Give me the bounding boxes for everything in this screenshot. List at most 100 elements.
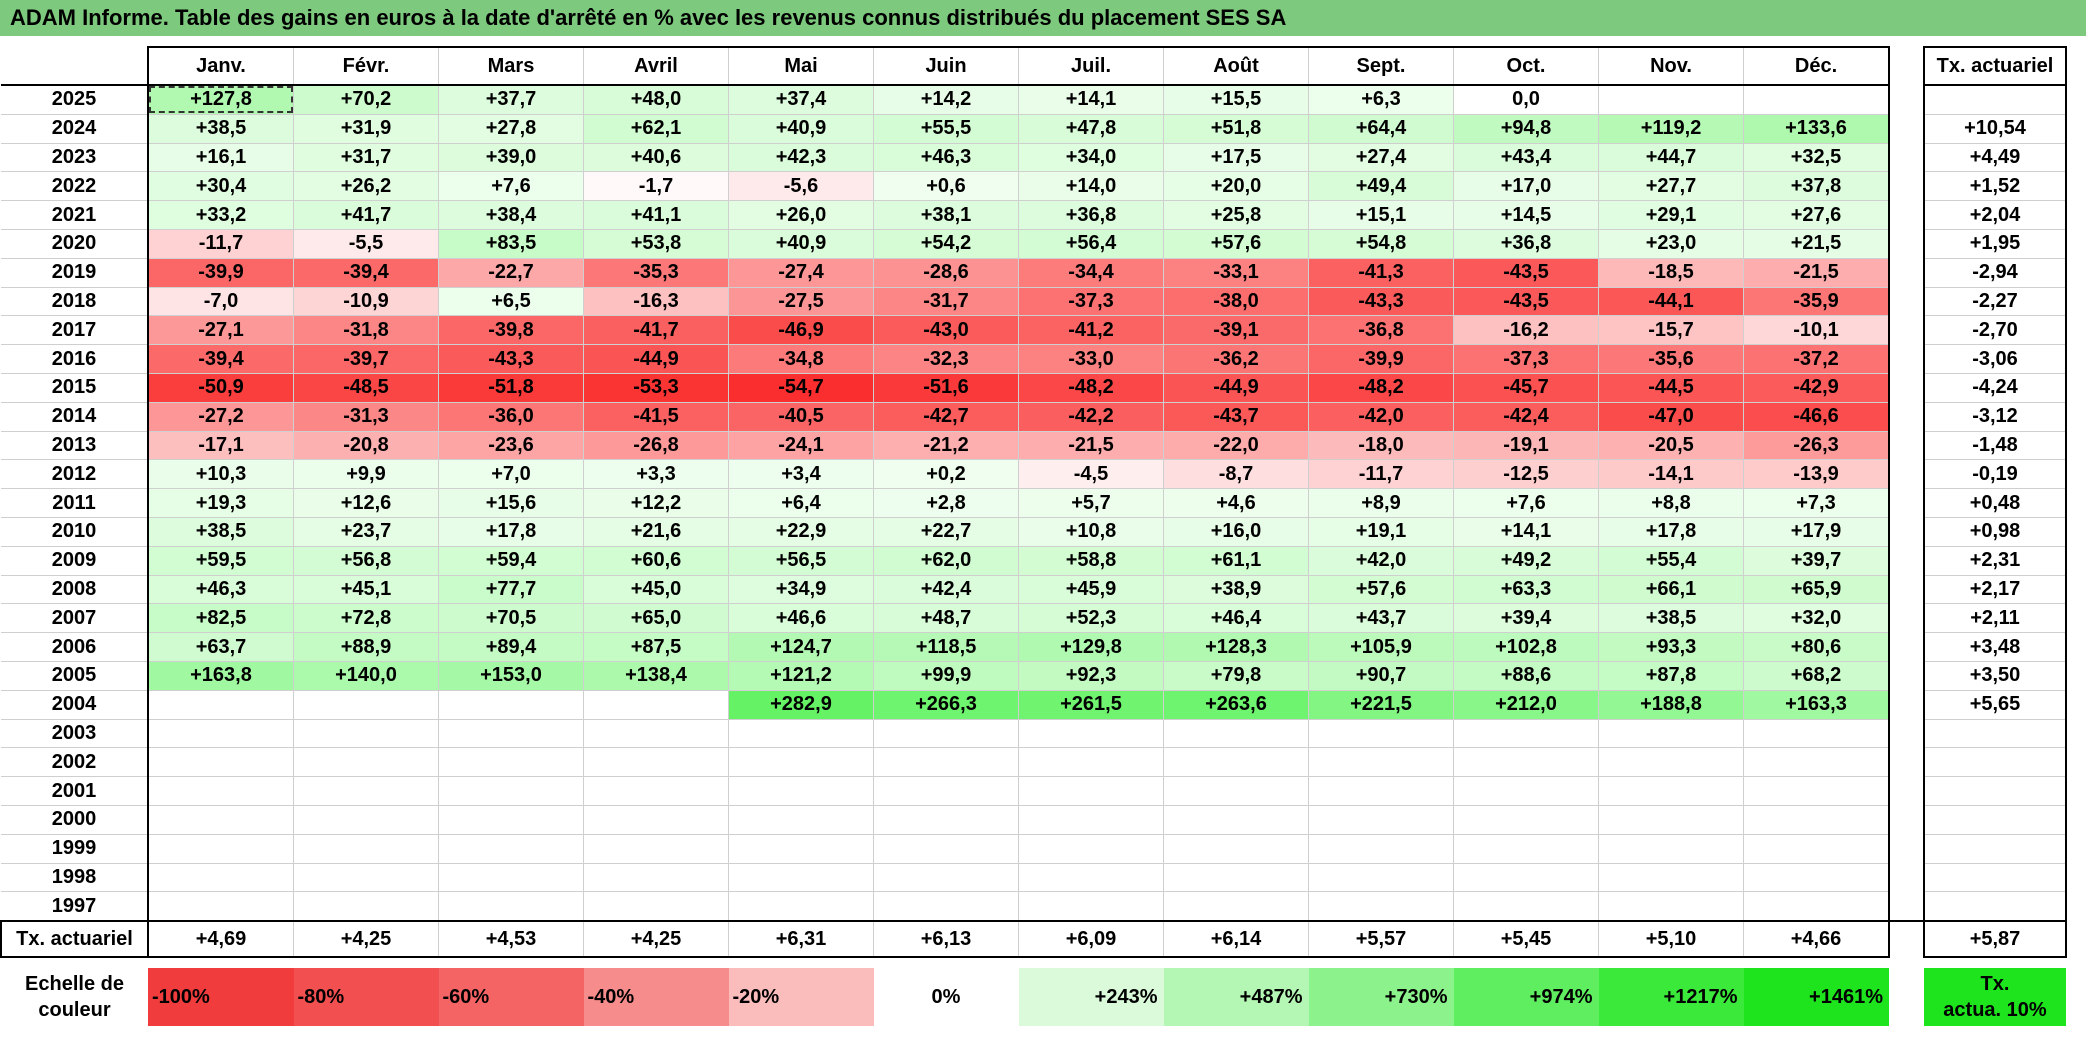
value-cell: -51,8 — [438, 373, 584, 403]
value-cell: +31,7 — [293, 143, 439, 173]
value-cell: +3,3 — [583, 459, 729, 490]
scale-label-line2: couleur — [38, 999, 111, 1022]
value-cell: +40,9 — [728, 114, 874, 144]
value-cell: +54,2 — [873, 229, 1019, 259]
value-cell: +6,3 — [1308, 85, 1454, 115]
tx-actuariel-cell: +10,54 — [1924, 114, 2067, 144]
value-cell — [873, 805, 1019, 835]
value-cell: +89,4 — [438, 632, 584, 662]
column-gap — [1889, 47, 1925, 85]
gains-table: Janv. Févr. Mars Avril Mai Juin Juil. Août Sept.… — [0, 46, 2067, 1027]
value-cell: -35,9 — [1743, 287, 1890, 317]
scale-tx-swatch: Tx. actua. 10% — [1924, 968, 2066, 1027]
color-scale-label: Echelle de couleur — [1, 968, 148, 1026]
value-cell — [728, 747, 874, 778]
value-cell: +38,4 — [438, 200, 584, 230]
value-cell: +45,9 — [1018, 575, 1164, 605]
value-cell — [1453, 776, 1599, 806]
value-cell: +26,2 — [293, 171, 439, 202]
value-cell: +36,8 — [1018, 200, 1164, 230]
tx-actuariel-cell: -1,48 — [1924, 431, 2067, 461]
month-header: Oct. — [1453, 46, 1599, 86]
value-cell — [1598, 747, 1744, 778]
value-cell: +15,6 — [438, 488, 584, 518]
column-gap — [1889, 344, 1925, 374]
value-cell: +36,8 — [1453, 229, 1599, 259]
footer-value: +5,45 — [1453, 921, 1599, 959]
value-cell: -39,1 — [1163, 315, 1309, 346]
value-cell — [1018, 834, 1164, 864]
year-label: 2006 — [1, 632, 149, 662]
value-cell: -39,8 — [438, 315, 584, 346]
year-label: 1998 — [1, 863, 149, 893]
scale-swatch: +487% — [1163, 968, 1309, 1027]
value-cell: -27,4 — [728, 258, 874, 288]
column-gap — [1889, 776, 1925, 806]
value-cell: -48,2 — [1018, 373, 1164, 403]
value-cell: -44,9 — [583, 344, 729, 374]
value-cell: +48,7 — [873, 603, 1019, 634]
value-cell: +38,9 — [1163, 575, 1309, 605]
value-cell: +54,8 — [1308, 229, 1454, 259]
value-cell: +12,6 — [293, 488, 439, 518]
value-cell — [293, 863, 439, 893]
value-cell: +56,8 — [293, 546, 439, 576]
tx-actuariel-cell: +1,95 — [1924, 229, 2067, 259]
value-cell: +41,1 — [583, 200, 729, 230]
year-label: 2008 — [1, 575, 149, 605]
value-cell: -42,9 — [1743, 373, 1890, 403]
value-cell: +153,0 — [438, 661, 584, 691]
value-cell: +14,0 — [1018, 171, 1164, 202]
value-cell — [1453, 834, 1599, 864]
value-cell: -44,1 — [1598, 287, 1744, 317]
value-cell: -20,8 — [293, 431, 439, 461]
value-cell: +14,2 — [873, 85, 1019, 115]
value-cell: -14,1 — [1598, 459, 1744, 490]
value-cell: +64,4 — [1308, 114, 1454, 144]
year-label: 2018 — [1, 287, 149, 317]
scale-swatch: -60% — [438, 968, 584, 1027]
tx-actuariel-cell: -0,19 — [1924, 459, 2067, 490]
year-label: 2007 — [1, 603, 149, 634]
value-cell: +124,7 — [728, 632, 874, 662]
footer-label: Tx. actuariel — [0, 921, 149, 959]
value-cell: +23,0 — [1598, 229, 1744, 259]
month-header: Avril — [583, 46, 729, 86]
year-label: 2024 — [1, 114, 149, 144]
value-cell: -37,2 — [1743, 344, 1890, 374]
value-cell: +39,0 — [438, 143, 584, 173]
value-cell: +31,9 — [293, 114, 439, 144]
value-cell — [148, 863, 294, 893]
value-cell: +46,6 — [728, 603, 874, 634]
value-cell: +12,2 — [583, 488, 729, 518]
value-cell: -36,2 — [1163, 344, 1309, 374]
table-row: 2004 +282,9 +266,3 +261,5 +263,6 +221,5 +212,0… — [1, 690, 2067, 720]
value-cell — [728, 863, 874, 893]
value-cell — [1163, 805, 1309, 835]
value-cell: -41,3 — [1308, 258, 1454, 288]
value-cell: -20,5 — [1598, 431, 1744, 461]
value-cell: +119,2 — [1598, 114, 1744, 144]
value-cell — [1453, 719, 1599, 749]
year-label: 2023 — [1, 143, 149, 173]
table-row: 2007 +82,5 +72,8 +70,5 +65,0 +46,6 +48,7 +52,3 +… — [1, 603, 2067, 634]
year-label: 2012 — [1, 459, 149, 490]
footer-tx: +5,87 — [1924, 921, 2067, 959]
value-cell: +55,5 — [873, 114, 1019, 144]
value-cell: +261,5 — [1018, 690, 1164, 720]
footer-value: +4,69 — [148, 921, 294, 959]
value-cell: +17,8 — [438, 517, 584, 547]
value-cell: -39,9 — [148, 258, 294, 288]
value-cell: +7,6 — [438, 171, 584, 202]
value-cell — [1743, 834, 1890, 864]
value-cell: +10,3 — [148, 459, 294, 490]
scale-tx-line1: Tx. — [1980, 973, 2010, 996]
year-label: 2019 — [1, 258, 149, 288]
scale-label-line1: Echelle de — [25, 973, 124, 996]
value-cell: +37,7 — [438, 85, 584, 115]
value-cell — [1163, 834, 1309, 864]
year-label: 2021 — [1, 200, 149, 230]
value-cell — [1018, 863, 1164, 893]
value-cell: -31,3 — [293, 402, 439, 432]
value-cell: -34,4 — [1018, 258, 1164, 288]
